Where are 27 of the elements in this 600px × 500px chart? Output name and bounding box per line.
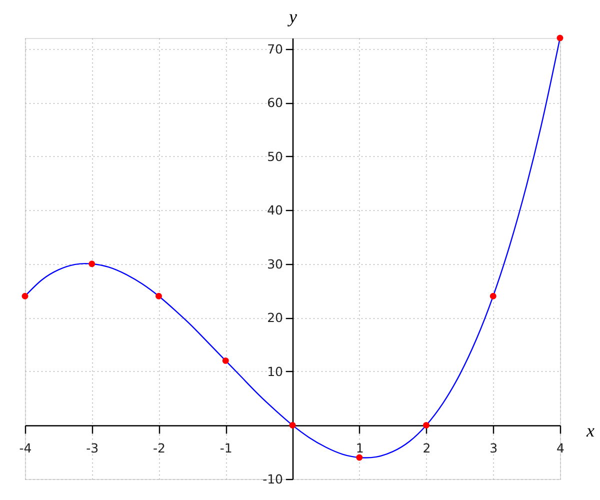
x-tick-label: 4 (556, 440, 565, 456)
x-tick-label: -1 (220, 440, 232, 456)
x-tick-label: -4 (19, 440, 32, 456)
point (289, 422, 296, 428)
x-tick-label: 1 (356, 440, 364, 456)
x-tick-label: 2 (422, 440, 431, 456)
point (423, 422, 430, 428)
x-axis-title: x (586, 420, 594, 441)
point (356, 454, 363, 461)
point (490, 292, 496, 300)
y-tick-label: -10 (262, 472, 284, 486)
y-tick-label: 20 (267, 310, 284, 326)
y-tick-label: 30 (267, 256, 284, 272)
point (88, 260, 96, 268)
point (22, 292, 28, 300)
x-tick-label: -2 (153, 440, 166, 456)
x-tick-label: -3 (86, 440, 99, 456)
y-tick-label: 40 (267, 202, 284, 218)
y-tick-label: 60 (267, 95, 284, 110)
y-tick-label: 10 (267, 364, 284, 379)
y-tick-label: 70 (267, 41, 284, 56)
point (556, 34, 564, 42)
y-axis-title: y (287, 6, 297, 26)
point (222, 357, 229, 364)
point (156, 292, 162, 300)
x-tick-label: 3 (490, 440, 498, 456)
y-tick-label: 50 (267, 148, 284, 164)
